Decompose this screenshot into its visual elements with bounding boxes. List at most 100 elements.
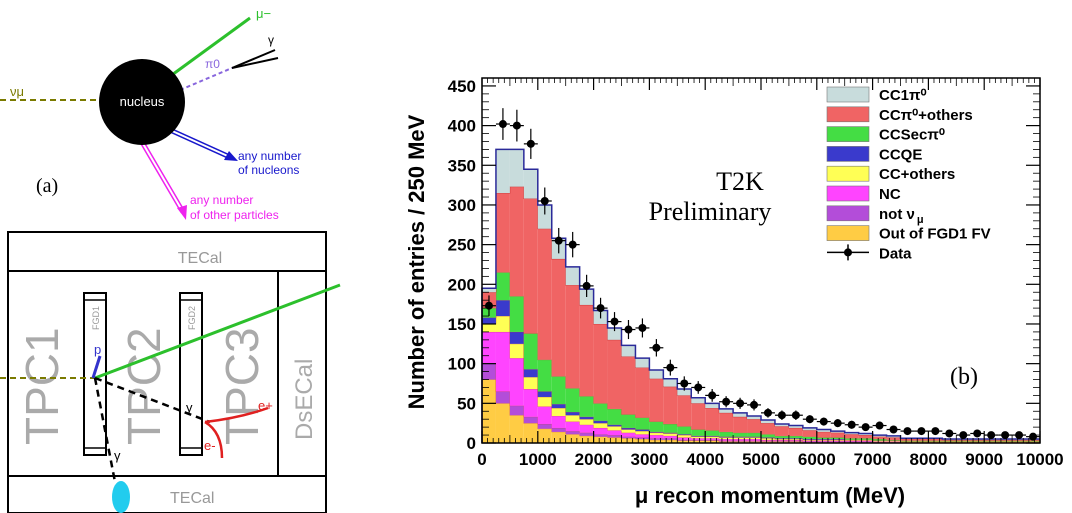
proton-label: p xyxy=(94,342,101,357)
bar-CCpi0others-27 xyxy=(858,435,873,439)
bar-CCSecpi0-1 xyxy=(495,272,510,301)
y-tick-label: 100 xyxy=(448,355,476,374)
bar-notnumu-7 xyxy=(579,432,594,436)
data-point xyxy=(540,196,549,205)
bar-NC-9 xyxy=(607,430,622,436)
bar-CCSecpi0-7 xyxy=(579,396,594,417)
legend-label: CC1π⁰ xyxy=(879,87,927,104)
bar-OOFV-13 xyxy=(663,439,678,443)
annotation-line1: T2K xyxy=(716,167,764,196)
bar-NC-3 xyxy=(523,389,538,417)
bar-CCothers-3 xyxy=(523,377,538,390)
bar-CCQE-4 xyxy=(537,391,552,397)
bar-CC1pi0-29 xyxy=(886,435,901,438)
data-point xyxy=(1001,431,1010,440)
tecal-top-label: TECal xyxy=(178,250,222,267)
bar-NC-7 xyxy=(579,424,594,433)
data-point xyxy=(917,427,926,436)
bar-CCSecpi0-17 xyxy=(719,431,734,437)
bar-OOFV-4 xyxy=(537,428,552,443)
bar-OOFV-12 xyxy=(649,439,664,443)
nucleons-arrowhead xyxy=(224,151,238,161)
detector: TECal TECal FGD1 FGD2 TPC1 TPC2 TPC3 DsE… xyxy=(0,231,341,513)
bar-OOFV-19 xyxy=(747,441,761,443)
bar-OOFV-21 xyxy=(774,441,789,443)
bar-notnumu-11 xyxy=(635,437,650,440)
bar-CCSecpi0-18 xyxy=(733,432,748,437)
bar-CCothers-14 xyxy=(677,435,692,438)
bar-CCSecpi0-9 xyxy=(607,408,622,425)
x-tick-label: 0 xyxy=(477,450,486,469)
bar-CCSecpi0-5 xyxy=(551,376,566,405)
bar-NC-10 xyxy=(621,432,636,437)
bar-CCQE-5 xyxy=(551,404,566,409)
bar-CC1pi0-2 xyxy=(509,149,524,187)
y-tick-label: 150 xyxy=(448,315,476,334)
bar-CCSecpi0-11 xyxy=(635,417,650,430)
bar-notnumu-1 xyxy=(495,391,510,404)
data-point xyxy=(819,417,828,426)
bar-OOFV-3 xyxy=(523,423,538,443)
bar-CC1pi0-1 xyxy=(495,149,510,194)
bar-OOFV-15 xyxy=(691,440,706,443)
bar-OOFV-2 xyxy=(509,415,524,443)
x-tick-label: 6000 xyxy=(798,450,836,469)
bar-CC1pi0-11 xyxy=(635,358,650,368)
fgd1-label: FGD1 xyxy=(91,306,101,330)
bar-CCQE-7 xyxy=(579,416,594,420)
gamma-shower-track-2 xyxy=(93,377,117,483)
bar-CCSecpi0-20 xyxy=(761,434,775,438)
bar-OOFV-22 xyxy=(788,441,803,443)
bar-CCSecpi0-23 xyxy=(802,436,817,440)
bar-CC1pi0-26 xyxy=(844,432,859,435)
data-point xyxy=(638,323,647,332)
gamma-label-detector-1: γ xyxy=(186,400,193,415)
bar-notnumu-5 xyxy=(551,427,566,432)
data-point xyxy=(973,429,982,438)
panel-label-b: (b) xyxy=(950,364,978,390)
bar-CCSecpi0-4 xyxy=(537,359,552,392)
bar-CCothers-12 xyxy=(649,432,664,436)
bar-OOFV-20 xyxy=(761,441,775,443)
bar-NC-14 xyxy=(677,437,692,440)
x-tick-label: 5000 xyxy=(742,450,780,469)
legend-swatch-CC1pi0 xyxy=(826,86,870,103)
bar-notnumu-10 xyxy=(621,436,636,439)
bar-CCpi0others-26 xyxy=(844,434,859,439)
bar-CCothers-2 xyxy=(509,343,524,359)
data-point xyxy=(652,343,661,352)
bar-CCothers-15 xyxy=(691,436,706,439)
bar-CCpi0others-22 xyxy=(788,427,803,436)
bar-CC1pi0-16 xyxy=(705,403,720,409)
bar-OOFV-1 xyxy=(495,403,510,443)
neutrino-label: νμ xyxy=(10,84,24,99)
bar-CCSecpi0-25 xyxy=(830,437,845,440)
bar-NC-8 xyxy=(593,427,608,435)
bar-CCothers-1 xyxy=(495,316,510,332)
bar-notnumu-3 xyxy=(523,416,538,424)
data-point xyxy=(582,281,591,290)
bar-CCQE-11 xyxy=(635,429,650,432)
bar-CCpi0others-20 xyxy=(761,423,775,435)
bar-OOFV-6 xyxy=(565,434,580,443)
bar-CCpi0others-30 xyxy=(900,439,915,441)
bar-CCpi0others-10 xyxy=(621,356,636,415)
bar-CCSecpi0-2 xyxy=(509,296,524,332)
data-point xyxy=(833,419,842,428)
bar-OOFV-14 xyxy=(677,440,692,443)
bar-CCSecpi0-19 xyxy=(747,432,761,437)
bar-CCpi0others-2 xyxy=(509,186,524,297)
gamma-track-2 xyxy=(231,57,279,69)
nucleus-circle xyxy=(99,59,185,145)
bar-CCpi0others-24 xyxy=(816,431,831,438)
x-tick-label: 1000 xyxy=(519,450,557,469)
bar-CCpi0others-1 xyxy=(495,193,510,273)
bar-CCpi0others-3 xyxy=(523,198,538,334)
data-point xyxy=(512,121,521,130)
fgd2-box xyxy=(179,292,203,456)
bar-CCSecpi0-3 xyxy=(523,333,538,370)
legend-label: CC+others xyxy=(879,166,955,183)
bar-CCpi0others-31 xyxy=(914,439,929,441)
y-tick-label: 50 xyxy=(457,394,476,413)
detector-muon-track xyxy=(94,283,341,380)
